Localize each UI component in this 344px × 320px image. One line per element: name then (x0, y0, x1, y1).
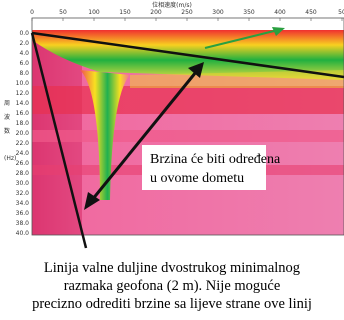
left-unit: (Hz) (4, 155, 16, 162)
left-tick-label: 10.0 (16, 80, 30, 87)
left-tick-label: 8.0 (19, 70, 29, 77)
left-tick-label: 32.0 (16, 190, 30, 197)
left-title-char: 数 (4, 127, 10, 135)
left-tick-label: 36.0 (16, 210, 30, 217)
annotation-line: u ovome dometu (150, 171, 244, 186)
left-tick-label: 18.0 (16, 120, 30, 127)
range-arrow (84, 62, 204, 210)
left-title-char: 周 (4, 100, 10, 107)
plot-frame (31, 17, 344, 236)
left-tick-label: 20.0 (16, 130, 30, 137)
axis-title: 位相速度(m/s) (152, 1, 192, 9)
left-tick-label: 14.0 (16, 100, 30, 107)
top-tick-label: 300 (212, 9, 224, 16)
top-tick-label: 50 (338, 9, 344, 16)
top-tick-label: 150 (119, 9, 131, 16)
top-tick-label: 350 (243, 9, 255, 16)
left-tick-label: 34.0 (16, 200, 30, 207)
top-tick-label: 250 (181, 9, 193, 16)
top-tick-label: 50 (59, 9, 67, 16)
annotation-box (142, 145, 266, 190)
left-tick-label: 2.0 (19, 40, 29, 47)
left-tick-label: 28.0 (16, 170, 30, 177)
left-tick-label: 22.0 (16, 140, 30, 147)
left-tick-label: 38.0 (16, 220, 30, 227)
left-tick-label: 6.0 (19, 60, 29, 67)
left-tick-label: 16.0 (16, 110, 30, 117)
left-tick-label: 0.0 (19, 30, 29, 37)
top-tick-label: 450 (305, 9, 317, 16)
top-tick-label: 100 (88, 9, 100, 16)
left-title-char: 波 (4, 113, 10, 121)
top-tick-label: 0 (30, 9, 34, 16)
left-tick-label: 4.0 (19, 50, 29, 57)
left-tick-label: 12.0 (16, 90, 30, 97)
caption-line: precizno odrediti brzine sa lijeve stran… (32, 296, 312, 312)
caption-line: razmaka geofona (2 m). Nije moguće (64, 278, 281, 294)
top-tick-label: 400 (274, 9, 286, 16)
top-tick-label: 200 (150, 9, 162, 16)
left-tick-label: 26.0 (16, 160, 30, 167)
heatmap (32, 30, 344, 235)
left-tick-label: 24.0 (16, 150, 30, 157)
green-arrow (204, 27, 285, 49)
annotation-line: Brzina će biti određena (150, 152, 281, 167)
left-tick-label: 40.0 (16, 230, 30, 237)
caption-line: Linija valne duljine dvostrukog minimaln… (44, 260, 300, 276)
left-tick-label: 30.0 (16, 180, 30, 187)
wavelength-line-left (30, 32, 88, 249)
wavelength-line-upper (31, 31, 344, 79)
